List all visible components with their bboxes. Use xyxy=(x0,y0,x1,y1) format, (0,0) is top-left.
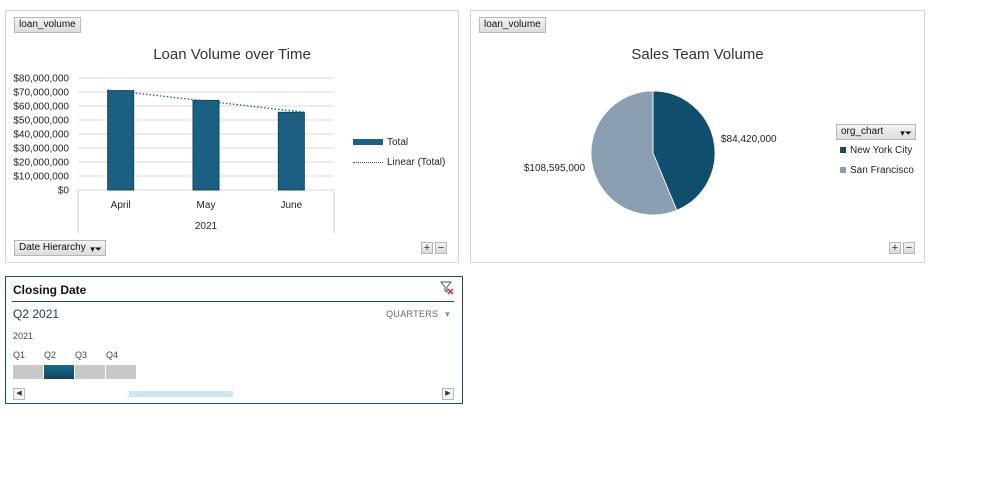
org-chart-field-button[interactable]: org_chart ▾⏷ xyxy=(836,124,916,140)
legend-total-label: Total xyxy=(387,137,409,148)
trendline xyxy=(107,89,305,113)
bar-may xyxy=(192,99,220,191)
slicer-divider xyxy=(12,301,454,302)
loan-volume-field-button[interactable]: loan_volume xyxy=(14,17,81,33)
loan-volume-chart: $0 $10,000,000 $20,000,000 $30,000,000 $40,0… xyxy=(13,74,335,233)
legend-sf: San Francisco xyxy=(840,165,914,176)
y-tick-label: $30,000,000 xyxy=(13,144,69,155)
collapse-button[interactable]: − xyxy=(435,242,447,254)
y-tick-label: $0 xyxy=(58,186,70,197)
sales-chart-title: Sales Team Volume xyxy=(631,46,764,63)
legend-linear-label: Linear (Total) xyxy=(387,157,446,168)
sales-expand-button[interactable]: + xyxy=(889,242,901,254)
scroll-left-button[interactable]: ◀ xyxy=(13,388,25,400)
time-level-label: QUARTERS xyxy=(386,309,439,319)
legend-nyc-label: New York City xyxy=(850,145,913,156)
sales-loan-volume-field-button[interactable]: loan_volume xyxy=(479,17,546,33)
y-tick-label: $10,000,000 xyxy=(13,172,69,183)
pie-data-label: $108,595,000 xyxy=(524,163,586,174)
legend-nyc: New York City xyxy=(840,145,912,156)
quarter-cell-q4[interactable] xyxy=(106,365,136,379)
legend-nyc-swatch xyxy=(840,147,846,154)
timeline-scrollbar-thumb[interactable] xyxy=(129,391,233,397)
slicer-selection: Q2 2021 xyxy=(13,307,60,321)
pie-slice-new-york-city xyxy=(652,90,716,211)
quarter-label-q3: Q3 xyxy=(75,350,88,360)
legend-linear-swatch xyxy=(353,161,383,163)
clear-filter-icon[interactable] xyxy=(440,281,454,295)
org-chart-filter-icon: ▾⏷ xyxy=(900,128,912,138)
timeline-year: 2021 xyxy=(13,331,34,341)
quarter-label-q2: Q2 xyxy=(44,350,57,360)
legend-linear: Linear (Total) xyxy=(353,157,445,168)
date-hierarchy-filter-button[interactable]: Date Hierarchy ▾⏷ xyxy=(14,240,106,256)
quarter-label-q4: Q4 xyxy=(106,350,119,360)
closing-date-timeline-slicer[interactable]: Closing Date Q2 2021 QUARTERS ▾ 2021 Q1 … xyxy=(5,276,463,404)
y-tick-label: $60,000,000 xyxy=(13,102,69,113)
sales-team-pie-chart: $84,420,000 $108,595,000 xyxy=(524,90,777,216)
y-tick-label: $50,000,000 xyxy=(13,116,69,127)
quarter-label-q1: Q1 xyxy=(13,350,26,360)
y-tick-label: $20,000,000 xyxy=(13,158,69,169)
y-tick-label: $80,000,000 xyxy=(13,74,69,85)
legend-sf-label: San Francisco xyxy=(850,165,914,176)
x-tick-label: May xyxy=(197,200,216,211)
chevron-down-icon: ▾ xyxy=(445,309,450,319)
sales-team-chart-panel[interactable]: loan_volume Sales Team Volume $84,420,00… xyxy=(470,10,925,263)
scroll-right-button[interactable]: ▶ xyxy=(442,388,454,400)
time-level-dropdown[interactable]: QUARTERS ▾ xyxy=(386,309,450,320)
pie-data-label: $84,420,000 xyxy=(721,134,777,145)
x-tick-label: April xyxy=(111,200,131,211)
date-hierarchy-label: Date Hierarchy xyxy=(19,242,86,253)
x-tick-label: June xyxy=(280,200,302,211)
filter-dropdown-icon: ▾⏷ xyxy=(90,244,102,254)
pie-slice-san-francisco xyxy=(590,90,678,216)
quarter-cell-q2[interactable] xyxy=(44,365,74,379)
x-group-label: 2021 xyxy=(195,221,218,232)
bar-june xyxy=(277,111,305,191)
loan-chart-title: Loan Volume over Time xyxy=(153,46,311,63)
org-chart-label: org_chart xyxy=(841,126,884,137)
legend-total-swatch xyxy=(353,139,383,146)
bar-april xyxy=(107,90,135,191)
legend-total: Total xyxy=(353,137,408,148)
sales-collapse-button[interactable]: − xyxy=(903,242,915,254)
slicer-title: Closing Date xyxy=(13,283,87,297)
quarter-cell-q1[interactable] xyxy=(13,365,43,379)
quarter-cell-q3[interactable] xyxy=(75,365,105,379)
legend-sf-swatch xyxy=(840,167,846,174)
y-tick-label: $70,000,000 xyxy=(13,88,69,99)
loan-volume-chart-panel[interactable]: loan_volume Loan Volume over Time $0 $10,… xyxy=(5,10,459,263)
expand-button[interactable]: + xyxy=(421,242,433,254)
y-tick-label: $40,000,000 xyxy=(13,130,69,141)
